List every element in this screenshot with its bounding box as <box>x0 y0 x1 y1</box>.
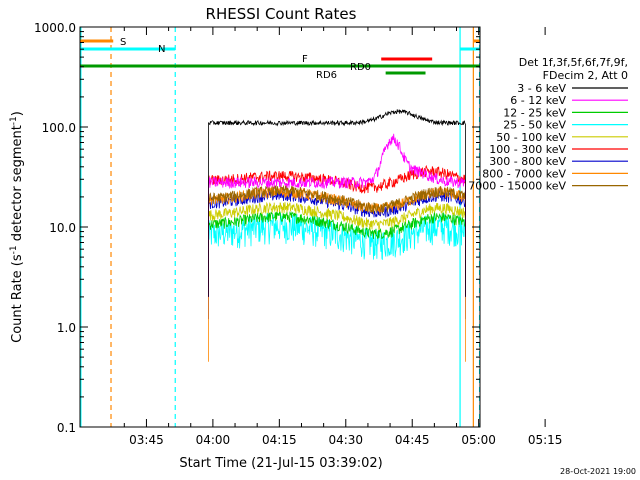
y-tick-label: 1000.0 <box>34 21 76 35</box>
x-axis-label: Start Time (21-Jul-15 03:39:02) <box>179 456 382 471</box>
series-line <box>208 201 466 297</box>
y-tick-label: 100.0 <box>42 121 76 135</box>
series-line <box>208 109 466 297</box>
x-tick-label: 05:15 <box>528 433 563 447</box>
y-axis-label-tail: detector segment <box>10 125 25 245</box>
rd0-flag-label: RD0 <box>350 62 371 73</box>
legend-item-label: 50 - 100 keV <box>496 131 566 144</box>
n-flag-label: N <box>158 44 165 55</box>
legend-item-label: 3 - 6 keV <box>517 82 566 95</box>
y-axis-label-sup: -1 <box>9 245 19 254</box>
y-axis-label-close: ) <box>10 111 25 116</box>
y-tick-label: 0.1 <box>57 421 76 435</box>
rd6-flag-label: RD6 <box>316 70 337 81</box>
x-tick-label: 04:45 <box>395 433 430 447</box>
legend-item-label: 100 - 300 keV <box>489 143 566 156</box>
series-line <box>208 185 466 297</box>
legend-header-line2: FDecim 2, Att 0 <box>543 69 628 82</box>
y-axis-label: Count Rate (s-1 detector segment-1) <box>9 111 25 343</box>
footer-date: 28-Oct-2021 19:00 <box>560 467 636 476</box>
legend-item-label: 6 - 12 keV <box>510 94 566 107</box>
y-axis-label-sup2: -1 <box>9 116 19 125</box>
legend: Det 1f,3f,5f,6f,7f,9f, FDecim 2, Att 0 3… <box>468 56 628 193</box>
x-tick-label: 05:00 <box>461 433 496 447</box>
y-axis-label-main: Count Rate (s <box>10 254 25 343</box>
legend-item-label: 7000 - 15000 keV <box>468 180 566 193</box>
y-tick-label: 10.0 <box>49 221 76 235</box>
x-axis: 03:45 04:00 04:15 04:30 04:45 05:00 05:15 <box>123 27 563 447</box>
chart-title: RHESSI Count Rates <box>206 5 357 23</box>
x-tick-label: 04:00 <box>196 433 231 447</box>
x-tick-label: 04:15 <box>262 433 297 447</box>
x-tick-label: 03:45 <box>129 433 164 447</box>
y-tick-label: 1.0 <box>57 321 76 335</box>
legend-header-line1: Det 1f,3f,5f,6f,7f,9f, <box>519 56 628 69</box>
legend-item-label: 300 - 800 keV <box>489 155 566 168</box>
f-flag-label: F <box>302 54 308 65</box>
s-flag-label: S <box>120 37 126 48</box>
x-tick-label: 04:30 <box>328 433 363 447</box>
series-line <box>208 210 466 297</box>
series-line <box>208 133 466 297</box>
legend-item-label: 800 - 7000 keV <box>482 167 566 180</box>
plot-area: S N F RD0 RD6 <box>80 27 481 427</box>
legend-item-label: 25 - 50 keV <box>503 119 566 132</box>
legend-item-label: 12 - 25 keV <box>503 106 566 119</box>
y-axis: 0.1 1.0 10.0 100.0 1000.0 <box>34 21 480 435</box>
